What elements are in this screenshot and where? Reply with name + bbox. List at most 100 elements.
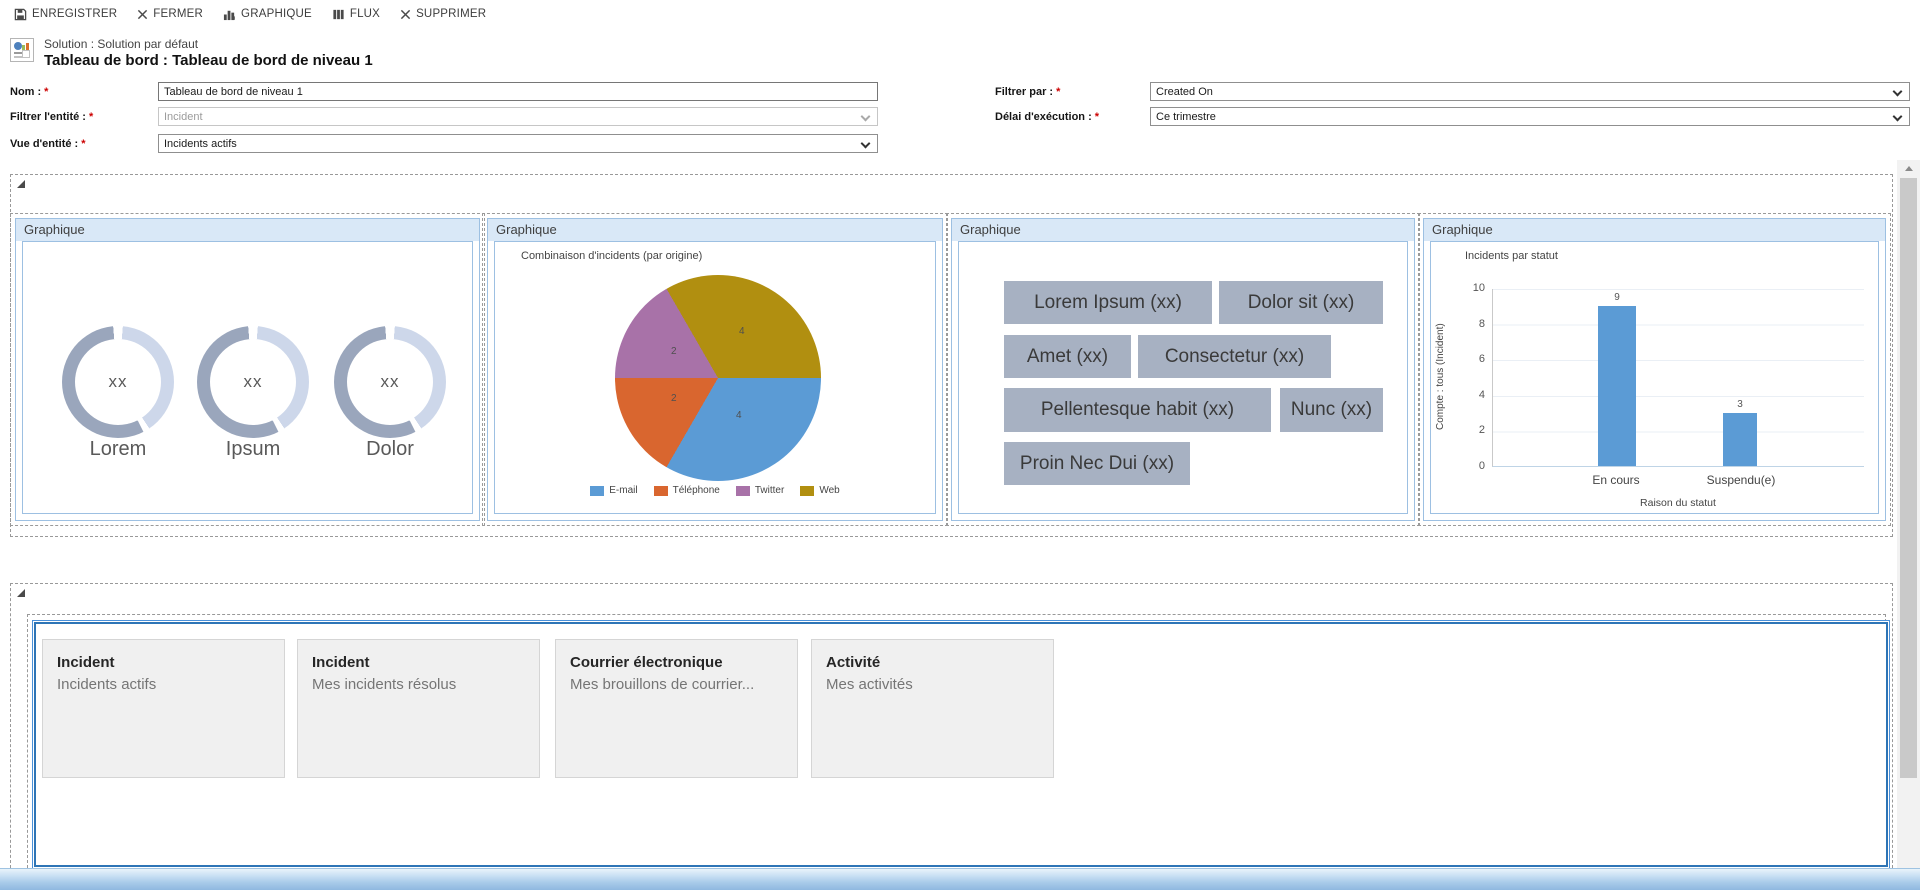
vertical-scrollbar-thumb[interactable]: [1900, 178, 1917, 778]
legend-item: E-mail: [590, 485, 638, 496]
tile-subtitle: Incidents actifs: [57, 676, 157, 693]
tag-item: Consectetur (xx): [1138, 335, 1331, 378]
gauge-chart-panel[interactable]: Graphique xx xx xx Lorem Ipsum Dolor: [10, 213, 485, 526]
chevron-down-icon: [1892, 111, 1903, 122]
delete-button[interactable]: SUPPRIMER: [400, 8, 486, 20]
page-title: Tableau de bord : Tableau de bord de niv…: [44, 52, 373, 69]
y-axis-title: Compte : tous (Incident): [1435, 323, 1446, 431]
chevron-down-icon: [860, 138, 871, 149]
tag-item: Proin Nec Dui (xx): [1004, 442, 1190, 485]
pie-chart-panel[interactable]: Graphique Combinaison d'incidents (par o…: [482, 213, 948, 526]
toolbar: ENREGISTRER FERMER GRAPHIQUE FLUX SUPPRI…: [14, 4, 486, 24]
legend-swatch: [653, 485, 668, 496]
filter-by-label: Filtrer par : *: [995, 86, 1061, 98]
delete-icon: [400, 9, 411, 20]
list-tile[interactable]: Courrier électronique Mes brouillons de …: [555, 639, 798, 778]
gauge-donut: xx: [62, 326, 174, 438]
entity-view-select[interactable]: Incidents actifs: [158, 134, 878, 153]
legend-swatch: [590, 485, 605, 496]
pie-slice-value: 4: [736, 410, 742, 421]
bar-chart-icon: [223, 8, 236, 21]
close-icon: [137, 9, 148, 20]
tile-title: Incident: [57, 654, 115, 671]
tag-item: Nunc (xx): [1280, 388, 1383, 432]
vertical-scrollbar[interactable]: [1897, 160, 1920, 868]
bar-plot-area: 9 3: [1492, 289, 1864, 467]
tag-item: Lorem Ipsum (xx): [1004, 281, 1212, 324]
legend-swatch: [800, 485, 815, 496]
filter-entity-select[interactable]: Incident: [158, 107, 878, 126]
collapse-section-icon[interactable]: [17, 589, 25, 597]
bar: [1598, 305, 1636, 466]
pie-slice-value: 2: [671, 393, 677, 404]
close-button[interactable]: FERMER: [137, 8, 203, 20]
chevron-down-icon: [860, 111, 871, 122]
pie-slice-value: 4: [739, 326, 745, 337]
save-button-label: ENREGISTRER: [32, 8, 118, 20]
chart-button-label: GRAPHIQUE: [241, 8, 312, 20]
chart-legend: E-mail Téléphone Twitter Web: [495, 485, 935, 496]
chart-title: Combinaison d'incidents (par origine): [521, 250, 703, 262]
panel-header: Graphique: [952, 219, 1414, 241]
name-input[interactable]: [158, 82, 878, 101]
legend-item: Téléphone: [653, 485, 720, 496]
flux-button[interactable]: FLUX: [332, 8, 380, 21]
chart-title: Incidents par statut: [1465, 250, 1558, 262]
close-button-label: FERMER: [153, 8, 204, 20]
chart-button[interactable]: GRAPHIQUE: [223, 8, 312, 21]
filter-entity-label: Filtrer l'entité : *: [10, 111, 94, 123]
y-tick: 8: [1478, 317, 1485, 330]
breadcrumb: Solution : Solution par défaut: [44, 37, 199, 51]
legend-swatch: [735, 485, 750, 496]
tile-title: Courrier électronique: [570, 654, 723, 671]
legend-item: Web: [800, 485, 840, 496]
tile-subtitle: Mes incidents résolus: [312, 676, 457, 693]
bar-chart-panel[interactable]: Graphique Incidents par statut Compte : …: [1418, 213, 1891, 526]
tag-chart: Lorem Ipsum (xx) Dolor sit (xx) Amet (xx…: [958, 241, 1408, 514]
collapse-section-icon[interactable]: [17, 180, 25, 188]
flux-button-label: FLUX: [349, 8, 381, 20]
y-tick: 4: [1478, 388, 1485, 401]
tile-title: Incident: [312, 654, 370, 671]
bar-column: 9: [1598, 289, 1636, 466]
pie-chart-area: Combinaison d'incidents (par origine) 4 …: [494, 241, 936, 514]
panel-header: Graphique: [488, 219, 942, 241]
list-tile[interactable]: Incident Mes incidents résolus: [297, 639, 540, 778]
gauge-label: Ipsum: [225, 438, 281, 460]
bar-chart-area: Incidents par statut Compte : tous (Inci…: [1430, 241, 1879, 514]
list-component-selected[interactable]: Incident Incidents actifs Incident Mes i…: [32, 620, 1890, 869]
scroll-up-icon[interactable]: [1897, 160, 1920, 177]
tag-item: Pellentesque habit (xx): [1004, 388, 1271, 432]
grid-columns-icon: [332, 8, 345, 21]
dashboard-icon: [10, 38, 34, 62]
gauge-label: Lorem: [89, 438, 147, 460]
x-category-label: Suspendu(e): [1706, 473, 1776, 487]
chevron-down-icon: [1892, 86, 1903, 97]
x-axis-title: Raison du statut: [1640, 497, 1716, 509]
gauge-label: Dolor: [366, 438, 414, 460]
tag-item: Amet (xx): [1004, 335, 1131, 378]
list-tile[interactable]: Incident Incidents actifs: [42, 639, 285, 778]
filter-by-select[interactable]: Created On: [1150, 82, 1910, 101]
horizontal-scrollbar[interactable]: [0, 868, 1920, 890]
gauge-donut: xx: [197, 326, 309, 438]
time-frame-label: Délai d'exécution : *: [995, 111, 1100, 123]
tag-chart-panel[interactable]: Graphique Lorem Ipsum (xx) Dolor sit (xx…: [946, 213, 1420, 526]
y-tick: 2: [1478, 424, 1485, 437]
gauge-donut: xx: [334, 326, 446, 438]
time-frame-select[interactable]: Ce trimestre: [1150, 107, 1910, 126]
panel-header: Graphique: [16, 219, 479, 241]
bar-value-label: 9: [1614, 291, 1620, 303]
charts-section: [10, 174, 1893, 537]
list-tile[interactable]: Activité Mes activités: [811, 639, 1054, 778]
name-label: Nom : *: [10, 86, 49, 98]
gauge-chart: xx xx xx Lorem Ipsum Dolor: [22, 241, 473, 514]
delete-button-label: SUPPRIMER: [416, 8, 487, 20]
tag-item: Dolor sit (xx): [1219, 281, 1383, 324]
bar-column: 3: [1723, 289, 1757, 466]
x-category-label: En cours: [1592, 473, 1640, 487]
save-icon: [14, 8, 27, 21]
save-button[interactable]: ENREGISTRER: [14, 8, 117, 21]
y-tick: 6: [1478, 353, 1485, 366]
